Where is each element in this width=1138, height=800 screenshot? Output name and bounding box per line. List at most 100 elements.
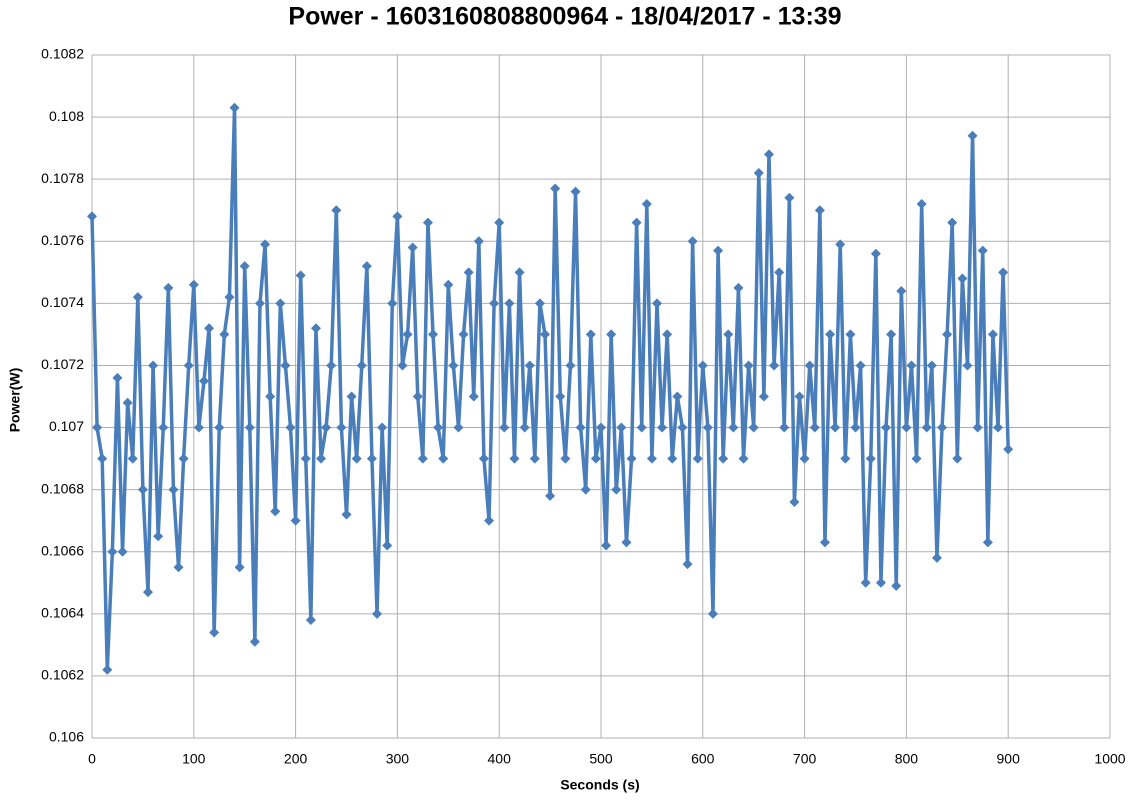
- x-axis-label: Seconds (s): [560, 777, 639, 793]
- marker: [168, 484, 179, 495]
- marker: [122, 397, 133, 408]
- x-tick-label: 1000: [1094, 751, 1125, 767]
- marker: [901, 422, 912, 433]
- marker: [886, 329, 897, 340]
- marker: [545, 490, 556, 501]
- marker: [631, 217, 642, 228]
- marker: [366, 453, 377, 464]
- marker: [881, 422, 892, 433]
- marker: [300, 453, 311, 464]
- marker: [1003, 444, 1014, 455]
- y-tick-label: 0.107: [49, 418, 84, 434]
- marker: [534, 298, 545, 309]
- marker: [875, 577, 886, 588]
- marker: [473, 236, 484, 247]
- y-tick-label: 0.1074: [41, 294, 84, 310]
- marker: [265, 391, 276, 402]
- marker: [723, 329, 734, 340]
- marker: [458, 329, 469, 340]
- marker: [993, 422, 1004, 433]
- marker: [687, 236, 698, 247]
- marker: [636, 422, 647, 433]
- marker: [733, 282, 744, 293]
- marker: [606, 329, 617, 340]
- marker: [540, 329, 551, 340]
- y-tick-label: 0.1078: [41, 170, 84, 186]
- marker: [422, 217, 433, 228]
- marker: [92, 422, 103, 433]
- marker: [667, 453, 678, 464]
- marker: [204, 323, 215, 334]
- marker: [244, 422, 255, 433]
- marker: [270, 506, 281, 517]
- marker: [193, 422, 204, 433]
- marker: [998, 267, 1009, 278]
- marker: [809, 422, 820, 433]
- marker: [509, 453, 520, 464]
- marker: [819, 537, 830, 548]
- y-tick-label: 0.1064: [41, 605, 84, 621]
- marker: [952, 453, 963, 464]
- marker: [835, 239, 846, 250]
- marker: [285, 422, 296, 433]
- chart-title: Power - 1603160808800964 - 18/04/2017 - …: [288, 3, 841, 31]
- marker: [753, 167, 764, 178]
- marker: [87, 211, 97, 222]
- marker: [870, 248, 881, 259]
- marker: [148, 360, 159, 371]
- marker: [845, 329, 856, 340]
- y-tick-label: 0.106: [49, 729, 84, 745]
- x-tick-label: 900: [997, 751, 1021, 767]
- marker: [275, 298, 286, 309]
- marker: [183, 360, 194, 371]
- marker: [718, 453, 729, 464]
- marker: [585, 329, 596, 340]
- marker: [351, 453, 362, 464]
- y-tick-label: 0.1076: [41, 232, 84, 248]
- marker: [575, 422, 586, 433]
- marker: [982, 537, 993, 548]
- marker: [356, 360, 367, 371]
- marker: [972, 422, 983, 433]
- x-tick-label: 700: [793, 751, 817, 767]
- marker: [428, 329, 439, 340]
- marker: [198, 375, 209, 386]
- marker: [601, 540, 612, 551]
- marker: [188, 279, 199, 290]
- marker: [387, 298, 398, 309]
- marker: [855, 360, 866, 371]
- marker: [794, 391, 805, 402]
- marker: [219, 329, 230, 340]
- marker: [519, 422, 530, 433]
- marker: [112, 372, 123, 383]
- marker: [372, 608, 383, 619]
- marker: [906, 360, 917, 371]
- marker: [407, 242, 418, 253]
- marker: [377, 422, 388, 433]
- marker: [234, 562, 245, 573]
- marker: [748, 422, 759, 433]
- marker: [590, 453, 601, 464]
- x-tick-label: 500: [589, 751, 613, 767]
- marker: [229, 102, 240, 113]
- marker: [417, 453, 428, 464]
- marker: [412, 391, 423, 402]
- marker: [142, 587, 153, 598]
- marker: [137, 484, 148, 495]
- marker: [840, 453, 851, 464]
- marker: [361, 261, 372, 272]
- marker: [443, 279, 454, 290]
- marker: [987, 329, 998, 340]
- marker: [937, 422, 948, 433]
- x-tick-label: 600: [691, 751, 715, 767]
- marker: [962, 360, 973, 371]
- marker: [336, 422, 347, 433]
- marker: [489, 298, 500, 309]
- marker: [738, 453, 749, 464]
- marker: [468, 391, 479, 402]
- marker: [911, 453, 922, 464]
- y-tick-label: 0.1082: [41, 46, 84, 62]
- marker: [896, 285, 907, 296]
- marker: [254, 298, 265, 309]
- marker: [484, 515, 495, 526]
